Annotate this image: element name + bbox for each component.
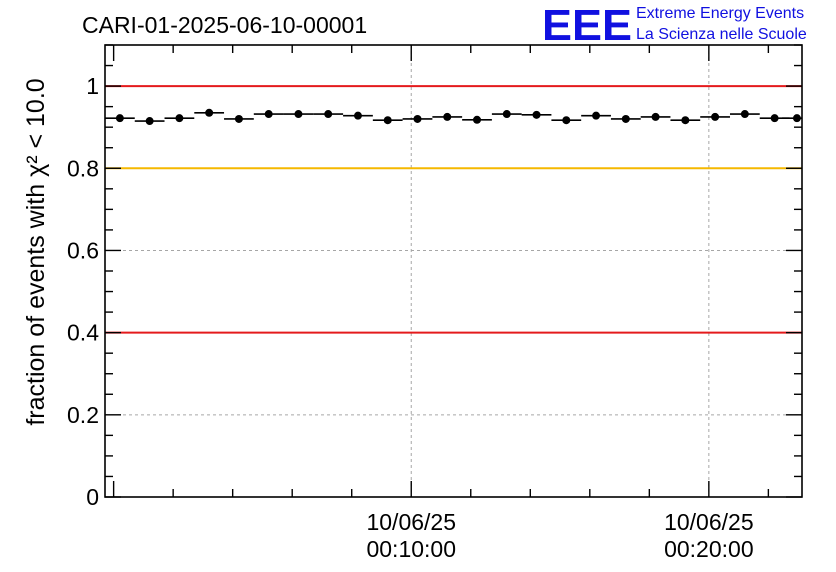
x-tick-label-time: 00:10:00 — [366, 536, 456, 562]
data-points — [105, 108, 802, 126]
y-axis-label: fraction of events with χ² < 10.0 — [22, 78, 50, 425]
data-point — [621, 114, 630, 123]
data-point — [443, 112, 452, 121]
chart-title: CARI-01-2025-06-10-00001 — [82, 12, 367, 38]
data-point — [740, 110, 749, 119]
y-tick-labels: 0 0.2 0.4 0.6 0.8 1 — [67, 73, 99, 510]
data-point — [383, 116, 392, 125]
y-tick-label: 0.8 — [67, 155, 99, 181]
data-point — [294, 110, 303, 119]
y-tick-label: 0 — [86, 484, 99, 510]
data-point — [711, 112, 720, 121]
data-point — [205, 108, 214, 117]
data-point — [175, 114, 184, 123]
reference-lines — [105, 85, 802, 334]
y-tick-label: 0.2 — [67, 402, 99, 428]
data-point — [502, 110, 511, 119]
data-point — [473, 115, 482, 124]
data-point — [234, 114, 243, 123]
logo-mark: EEE — [542, 1, 632, 50]
data-point — [770, 114, 779, 123]
y-tick-label: 0.4 — [67, 320, 99, 346]
data-point — [592, 111, 601, 120]
data-point — [264, 110, 273, 119]
data-point — [413, 114, 422, 123]
data-point — [353, 111, 362, 120]
data-point — [532, 110, 541, 119]
y-tick-label: 0.6 — [67, 237, 99, 263]
data-point — [324, 110, 333, 119]
y-tick-label: 1 — [86, 73, 99, 99]
data-point — [681, 116, 690, 125]
data-point — [145, 117, 154, 126]
x-tick-label-date: 10/06/25 — [366, 509, 456, 535]
data-point — [562, 116, 571, 125]
x-tick-label-time: 00:20:00 — [664, 536, 754, 562]
data-point — [792, 114, 801, 123]
x-tick-label-date: 10/06/25 — [664, 509, 754, 535]
logo-line-2: La Scienza nelle Scuole — [636, 26, 807, 43]
eee-logo: EEE Extreme Energy Events La Scienza nel… — [542, 1, 807, 50]
axis-ticks — [105, 44, 802, 498]
data-point — [115, 114, 124, 123]
logo-line-1: Extreme Energy Events — [636, 5, 804, 22]
data-point — [651, 112, 660, 121]
plot-frame — [104, 44, 803, 498]
